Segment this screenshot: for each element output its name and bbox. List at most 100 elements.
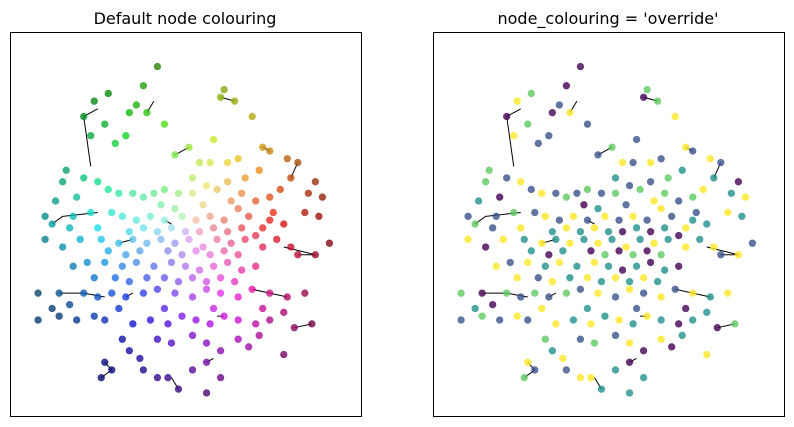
scatter-point [618, 266, 627, 274]
scatter-point [562, 193, 571, 201]
scatter-point [660, 224, 669, 232]
scatter-point [488, 224, 497, 232]
scatter-point [576, 285, 585, 293]
scatter-point [703, 308, 711, 317]
scatter-point [527, 247, 535, 255]
scatter-point [527, 185, 535, 194]
scatter-point [503, 174, 511, 182]
scatter-point [202, 389, 211, 397]
scatter-point [692, 208, 700, 217]
scatter-point [280, 350, 288, 359]
scatter-point [510, 208, 518, 217]
scatter-point [80, 289, 88, 297]
scatter-point [188, 293, 197, 301]
scatter-point [94, 224, 102, 232]
scatter-point [129, 189, 137, 197]
scatter-point [664, 235, 672, 244]
scatter-point [209, 135, 218, 144]
scatter-point [58, 243, 67, 251]
scatter-point [538, 239, 546, 247]
scatter-point [304, 189, 313, 197]
scatter-point [653, 97, 662, 105]
scatter-point [632, 304, 641, 313]
scatter-point [464, 235, 472, 244]
scatter-point [69, 212, 77, 221]
scatter-point [199, 243, 207, 251]
scatter-point [520, 235, 528, 244]
scatter-point [495, 316, 504, 324]
scatter-point [552, 320, 560, 328]
scatter-point [108, 366, 116, 374]
scatter-point [280, 308, 288, 317]
scatter-point [122, 293, 130, 301]
scatter-point [234, 155, 242, 163]
scatter-point [503, 289, 511, 297]
scatter-point [164, 247, 172, 255]
scatter-point [682, 243, 690, 251]
scatter-point [178, 312, 186, 320]
scatter-point [139, 289, 148, 297]
scatter-point [583, 216, 592, 224]
scatter-point [541, 212, 550, 221]
scatter-point [573, 189, 581, 197]
scatter-point [657, 155, 665, 163]
scatter-point [174, 277, 183, 286]
scatter-point [167, 339, 176, 347]
scatter-point [545, 131, 553, 140]
scatter-point [597, 385, 606, 393]
scatter-point [195, 158, 204, 167]
scatter-point [115, 304, 123, 313]
scatter-point [492, 262, 500, 270]
scatter-point [667, 343, 676, 351]
scatter-point [115, 189, 123, 197]
scatter-point [266, 316, 274, 324]
scatter-point [625, 181, 634, 190]
scatter-point [132, 216, 141, 224]
scatter-point [552, 189, 560, 197]
scatter-point [287, 243, 295, 251]
scatter-point [717, 158, 725, 167]
scatter-point [495, 193, 504, 201]
scatter-point [188, 174, 197, 182]
scatter-point [653, 277, 662, 286]
scatter-point [741, 193, 750, 201]
scatter-point [611, 331, 620, 340]
edge-line [506, 116, 515, 167]
scatter-point [587, 247, 595, 255]
scatter-point [223, 178, 232, 186]
scatter-point [199, 201, 207, 209]
scatter-point [632, 224, 641, 232]
scatter-point [174, 189, 183, 197]
scatter-point [587, 373, 595, 382]
scatter-point [237, 224, 246, 232]
edge-line [83, 116, 92, 167]
scatter-point [643, 85, 651, 94]
scatter-point [129, 320, 137, 328]
scatter-point [562, 289, 571, 297]
scatter-point [488, 300, 497, 309]
scatter-point [534, 139, 542, 148]
scatter-point [548, 227, 557, 236]
left-plot-area [34, 62, 334, 397]
scatter-point [703, 220, 711, 228]
scatter-point [220, 247, 228, 255]
scatter-point [738, 212, 746, 221]
scatter-point [104, 89, 112, 98]
scatter-point [566, 239, 574, 247]
scatter-point [699, 185, 707, 194]
scatter-point [534, 274, 542, 282]
scatter-point [552, 235, 560, 244]
scatter-point [531, 208, 539, 217]
scatter-point [629, 320, 637, 328]
scatter-point [72, 316, 81, 324]
scatter-point [734, 178, 743, 186]
scatter-point [481, 243, 490, 251]
scatter-point [615, 316, 623, 324]
scatter-point [664, 174, 672, 182]
scatter-point [153, 335, 162, 343]
scatter-point [618, 227, 627, 236]
scatter-point [629, 158, 637, 167]
scatter-point [639, 93, 648, 101]
scatter-point [604, 262, 613, 270]
